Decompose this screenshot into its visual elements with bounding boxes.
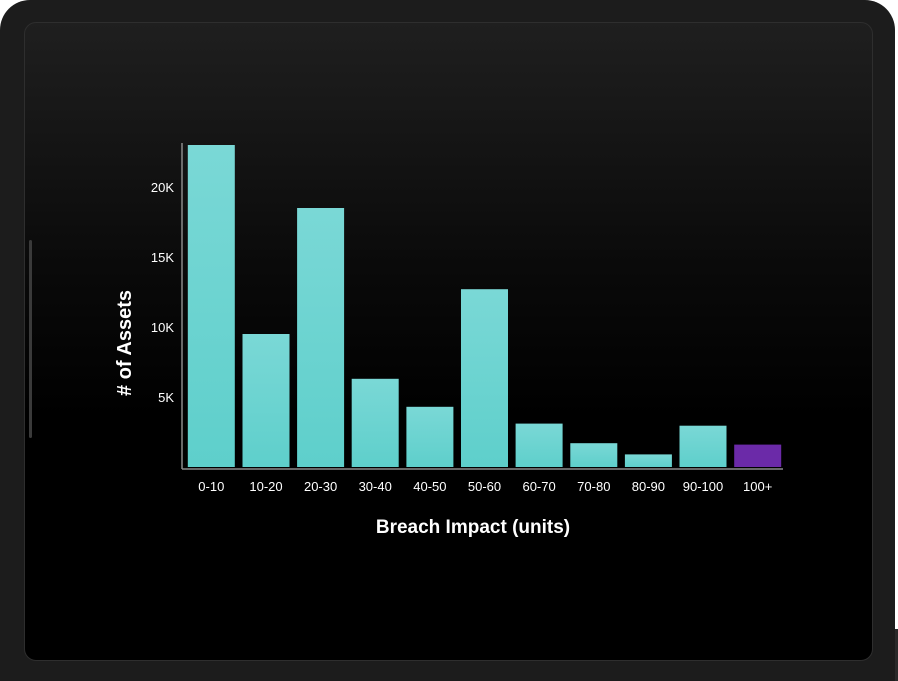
x-tick-label: 40-50 <box>413 479 446 494</box>
bars-group <box>187 145 782 467</box>
x-axis-title: Breach Impact (units) <box>376 517 570 538</box>
y-tick-label: 15K <box>151 250 174 265</box>
x-tick-label: 20-30 <box>304 479 337 494</box>
bar-70-80 <box>570 443 618 467</box>
x-tick-labels-group: 0-10 10-20 20-30 30-40 40-50 50-60 60-70 70-80 8… <box>198 479 772 494</box>
x-tick-label: 30-40 <box>359 479 392 494</box>
x-tick-label: 10-20 <box>249 479 282 494</box>
y-axis-title: # of Assets <box>114 290 136 396</box>
bar-0-10 <box>187 145 235 467</box>
bar-50-60 <box>461 289 508 467</box>
x-tick-label: 80-90 <box>632 479 665 494</box>
bar-30-40 <box>351 378 399 467</box>
x-tick-label: 50-60 <box>468 479 501 494</box>
bar-90-100 <box>679 425 727 467</box>
tablet-screen: 20K 15K 10K 5K 0-10 10-20 20-30 30-40 40-50 50-6… <box>24 22 873 661</box>
x-tick-label: 100+ <box>743 479 772 494</box>
x-tick-label: 70-80 <box>577 479 610 494</box>
bar-80-90 <box>624 454 672 467</box>
y-tick-label: 10K <box>151 320 174 335</box>
bar-20-30 <box>297 208 345 467</box>
frame-edge <box>895 629 898 681</box>
x-tick-label: 0-10 <box>198 479 224 494</box>
x-tick-label: 60-70 <box>522 479 555 494</box>
bar-100+ <box>734 444 782 467</box>
axes-group <box>181 143 783 470</box>
y-tick-label: 20K <box>151 180 174 195</box>
bar-10-20 <box>242 334 290 467</box>
y-tick-label: 5K <box>158 390 174 405</box>
x-tick-label: 90-100 <box>683 479 723 494</box>
side-button <box>29 240 32 438</box>
bar-40-50 <box>406 406 454 467</box>
y-ticks-group: 20K 15K 10K 5K <box>151 180 174 405</box>
bar-60-70 <box>515 423 563 467</box>
bar-chart: 20K 15K 10K 5K 0-10 10-20 20-30 30-40 40-50 50-6… <box>114 143 783 538</box>
